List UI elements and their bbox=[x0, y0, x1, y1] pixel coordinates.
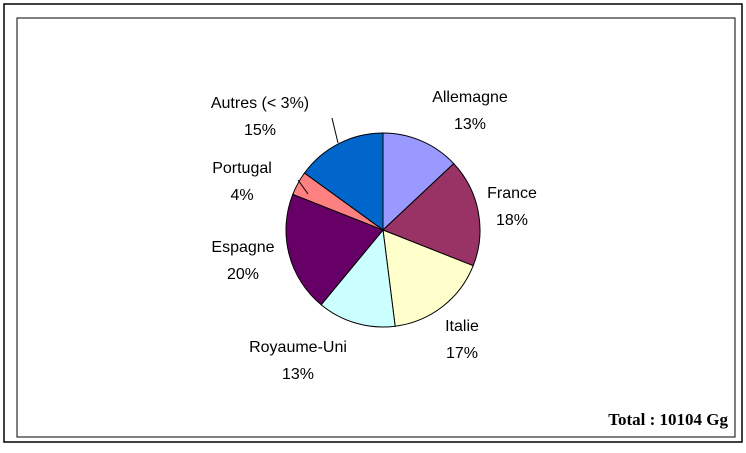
slice-value-label: 20% bbox=[227, 266, 259, 283]
pie-slice bbox=[382, 162, 481, 267]
slice-value-label: 13% bbox=[282, 366, 314, 383]
plot-frame bbox=[16, 17, 736, 438]
slice-label: Allemagne bbox=[432, 89, 508, 106]
pie-slice bbox=[285, 193, 384, 306]
slice-label: Italie bbox=[445, 318, 479, 335]
slice-label: Royaume-Uni bbox=[249, 339, 347, 356]
slice-value-label: 13% bbox=[454, 116, 486, 133]
leader-line bbox=[297, 179, 309, 195]
pie-slice bbox=[303, 132, 384, 231]
slice-label: Portugal bbox=[212, 160, 272, 177]
pie-slice bbox=[320, 228, 396, 328]
slice-value-label: 15% bbox=[244, 122, 276, 139]
slice-value-label: 4% bbox=[230, 187, 253, 204]
pie-slice bbox=[382, 132, 455, 232]
slice-label: Autres (< 3%) bbox=[211, 95, 309, 112]
slice-value-label: 17% bbox=[446, 345, 478, 362]
slice-label: Espagne bbox=[211, 239, 274, 256]
slice-value-label: 18% bbox=[496, 212, 528, 229]
outer-frame bbox=[3, 3, 743, 443]
slice-label: France bbox=[487, 185, 537, 202]
total-annotation: Total : 10104 Gg bbox=[608, 410, 728, 429]
leader-line bbox=[331, 117, 339, 144]
pie-slice bbox=[382, 229, 474, 327]
